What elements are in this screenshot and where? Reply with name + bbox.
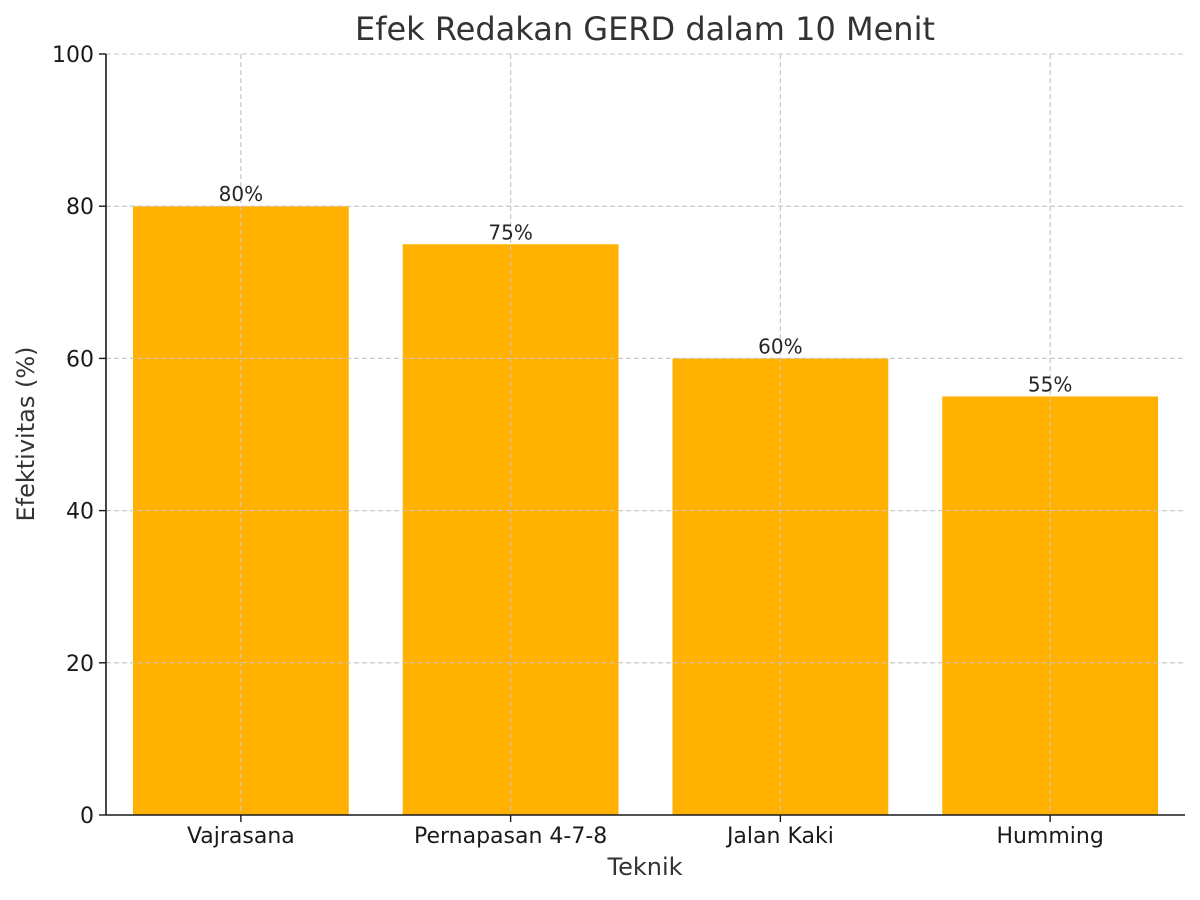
y-tick-label: 100 (52, 43, 94, 68)
x-tick-label: Jalan Kaki (725, 824, 834, 849)
y-axis-label: Efektivitas (%) (12, 346, 40, 521)
data-label: 55% (1028, 372, 1072, 396)
chart-title: Efek Redakan GERD dalam 10 Menit (355, 10, 935, 48)
bars-layer (106, 54, 1185, 815)
data-label: 75% (488, 220, 532, 244)
x-tick-label: Humming (996, 824, 1103, 849)
y-tick-label: 60 (66, 347, 94, 372)
data-label: 60% (758, 334, 802, 358)
x-axis-label: Teknik (606, 853, 682, 881)
y-tick-label: 0 (80, 804, 94, 829)
data-label: 80% (219, 182, 263, 206)
y-tick-label: 80 (66, 195, 94, 220)
labels-layer: 0 20 40 60 80 100 80% 75% 60% 55% Vajrasana Pernapa… (52, 43, 1104, 849)
axes-layer (99, 53, 1185, 822)
x-tick-label: Pernapasan 4-7-8 (414, 824, 607, 849)
y-tick-label: 40 (66, 500, 94, 525)
x-tick-label: Vajrasana (187, 824, 295, 849)
y-tick-label: 20 (66, 652, 94, 677)
